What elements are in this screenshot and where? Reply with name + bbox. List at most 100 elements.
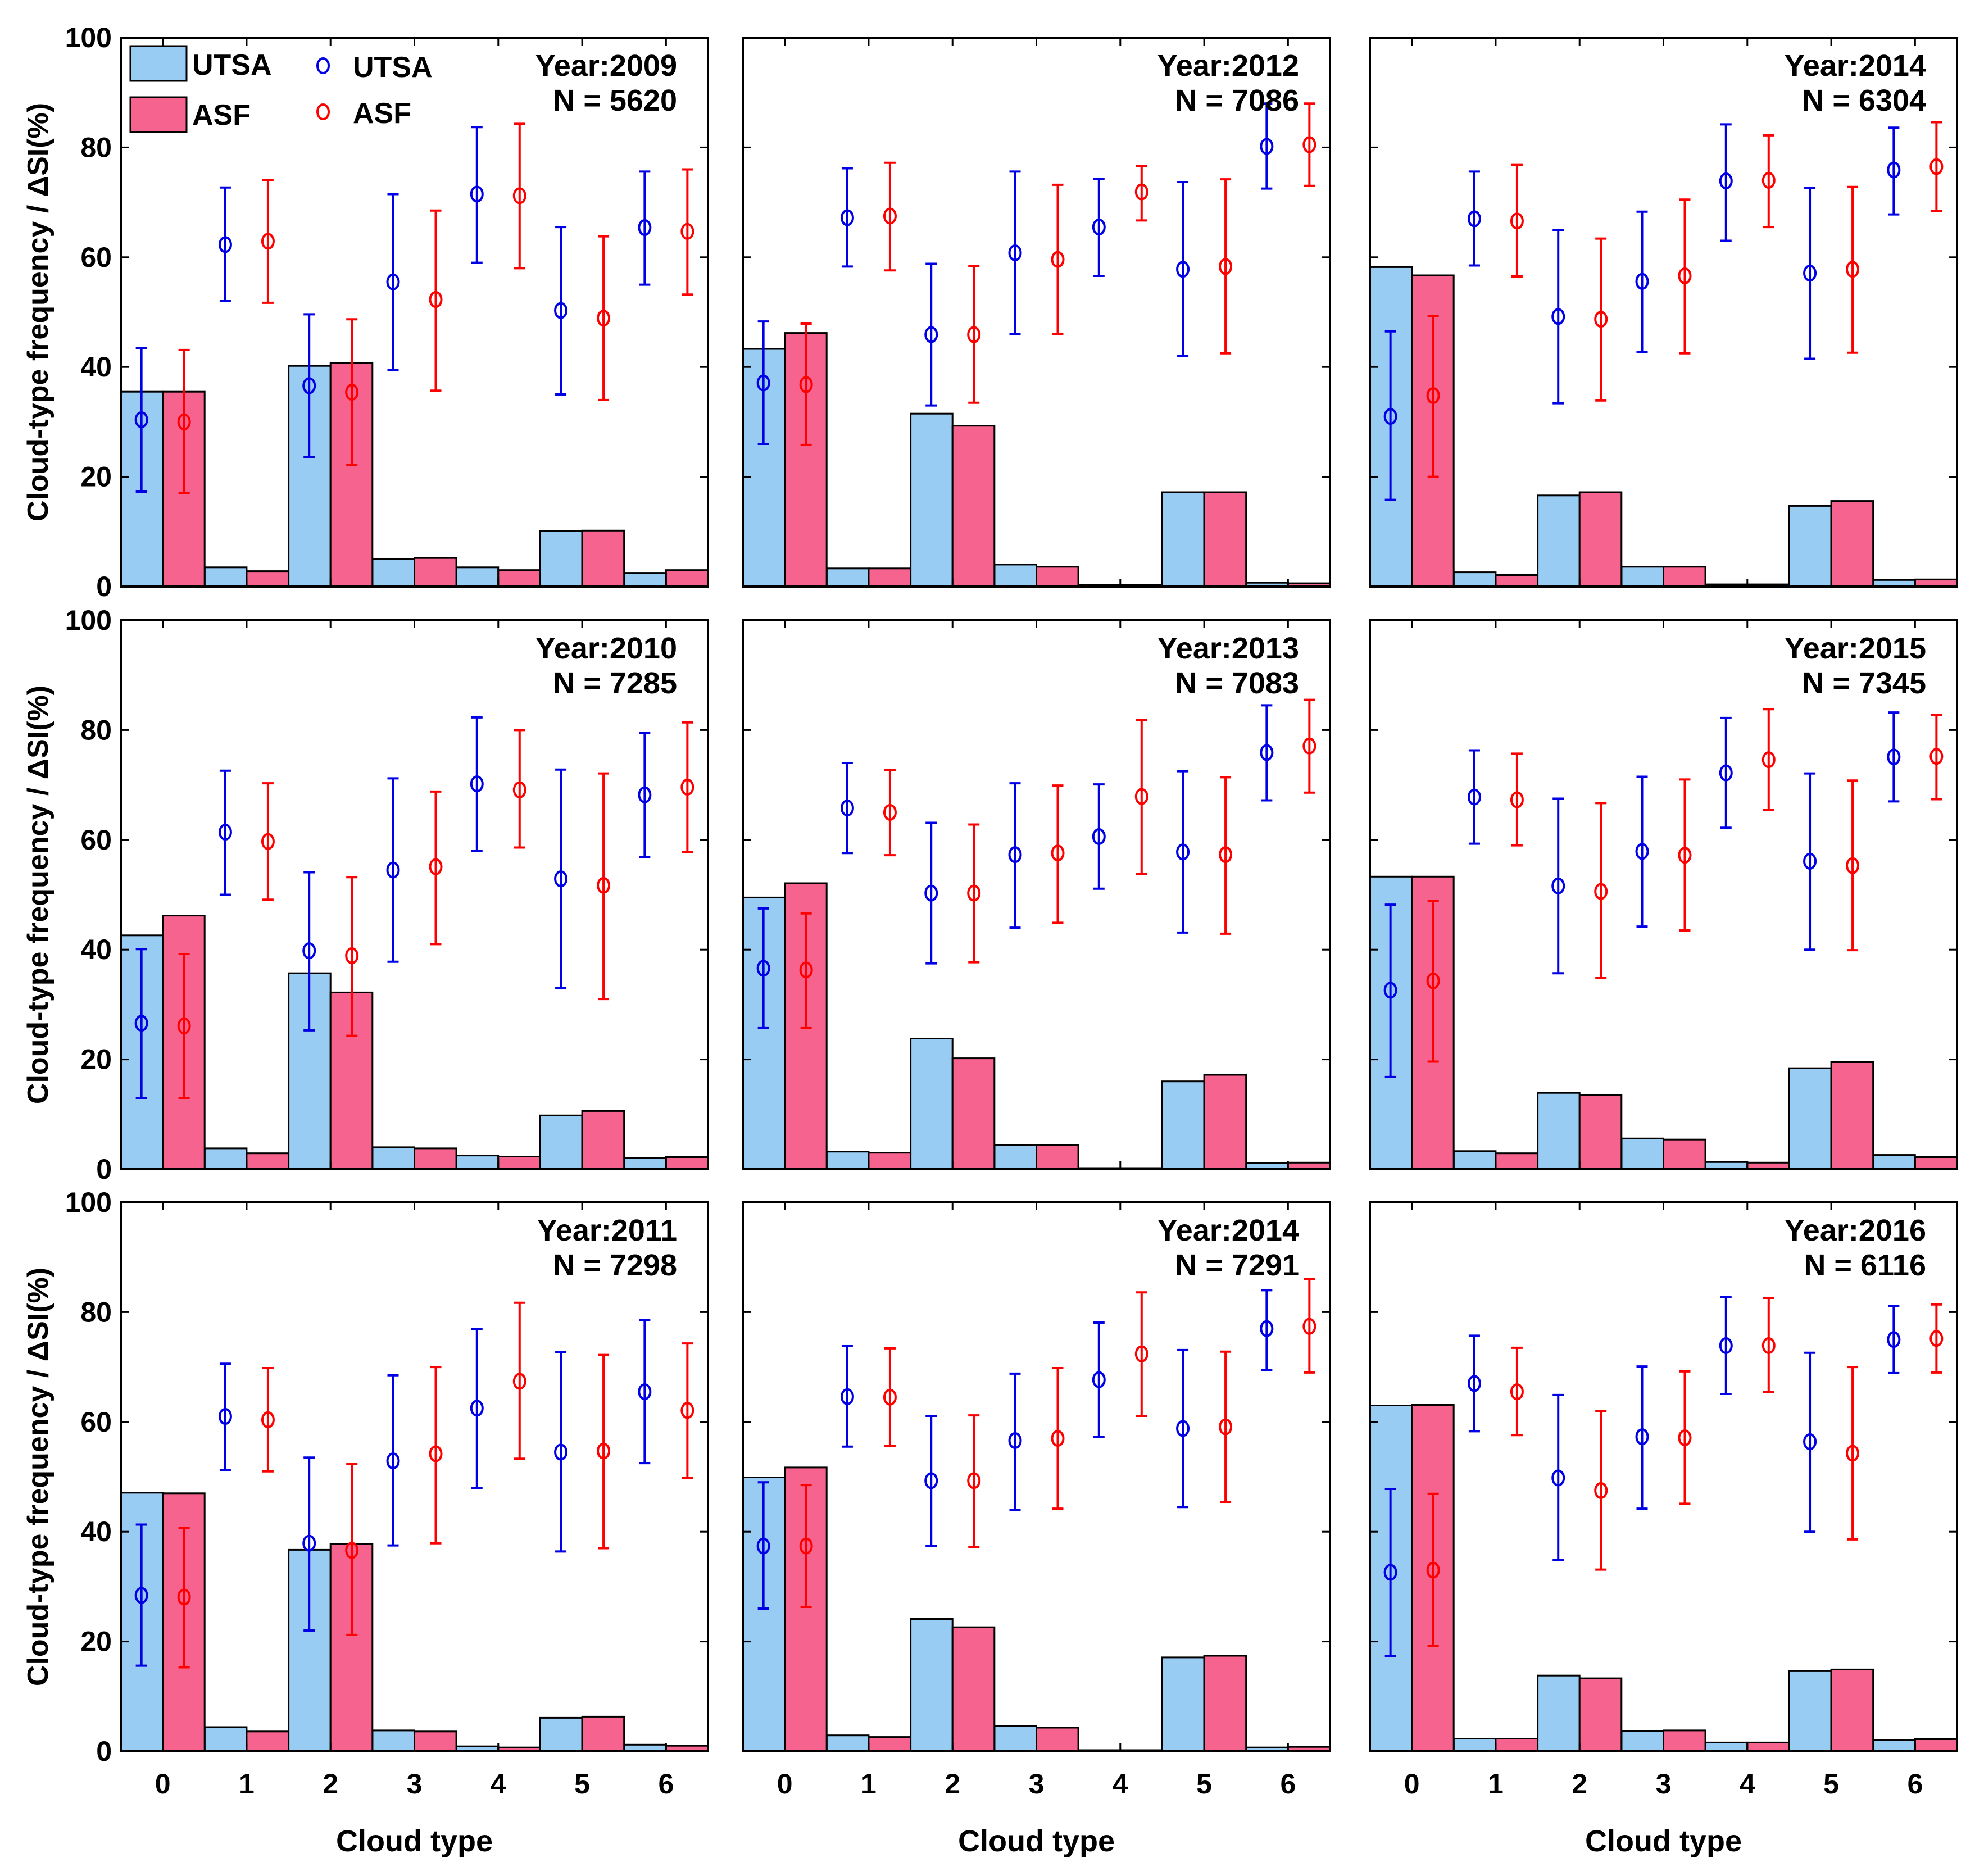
- errorbar-utsa-type-0: [134, 948, 148, 1099]
- marker-utsa-type-0: [1383, 408, 1397, 425]
- ytick-label: 60: [80, 1406, 112, 1438]
- errorbar-utsa-type-0: [756, 907, 770, 1029]
- marker-asf-type-2: [967, 884, 981, 902]
- bar-utsa-type-5: [539, 1716, 583, 1752]
- errorbar-utsa-type-0: [756, 320, 770, 445]
- marker-asf-type-2: [967, 1472, 981, 1489]
- ytick-label: 20: [80, 461, 112, 493]
- marker-utsa-type-1: [1467, 1375, 1481, 1392]
- errorbar-asf-type-1: [1510, 1346, 1524, 1437]
- marker-utsa-type-0: [134, 1015, 148, 1032]
- errorbar-utsa-type-5: [1803, 1351, 1817, 1533]
- errorbar-asf-type-6: [680, 1342, 694, 1479]
- marker-asf-type-0: [1426, 972, 1440, 989]
- errorbar-asf-type-0: [799, 1484, 813, 1609]
- errorbar-asf-type-2: [1594, 1410, 1608, 1571]
- errorbar-utsa-type-3: [1008, 170, 1022, 335]
- marker-asf-type-1: [1510, 791, 1524, 808]
- errorbar-asf-type-2: [967, 1414, 981, 1548]
- marker-asf-type-0: [177, 1018, 191, 1035]
- errorbar-utsa-type-5: [554, 768, 568, 989]
- xtick-label: 1: [1488, 1768, 1504, 1800]
- bar-utsa-type-2: [910, 1618, 954, 1752]
- ytick-label: 0: [96, 1153, 112, 1185]
- errorbar-asf-type-4: [512, 1301, 526, 1460]
- xtick-label: 0: [1404, 1768, 1420, 1800]
- marker-utsa-type-1: [218, 236, 232, 253]
- ytick-label: 60: [80, 824, 112, 856]
- ytick-label: 0: [96, 571, 112, 602]
- bar-utsa-type-3: [371, 558, 416, 588]
- marker-utsa-type-1: [218, 824, 232, 841]
- errorbar-asf-type-2: [345, 1463, 359, 1636]
- legend-marker-asf: [316, 103, 330, 120]
- errorbar-utsa-type-6: [638, 170, 652, 286]
- errorbar-asf-type-2: [967, 265, 981, 404]
- marker-asf-type-6: [1929, 158, 1944, 175]
- marker-asf-type-5: [1219, 258, 1233, 275]
- errorbar-asf-type-4: [1134, 719, 1148, 875]
- ytick-label: 80: [80, 1296, 112, 1328]
- errorbar-asf-type-4: [512, 729, 526, 849]
- marker-utsa-type-0: [756, 1537, 770, 1555]
- marker-utsa-type-5: [1176, 843, 1190, 861]
- xtick-label: 4: [1113, 1768, 1128, 1800]
- bar-utsa-type-5: [539, 1114, 583, 1170]
- bar-utsa-type-2: [1537, 1674, 1581, 1752]
- bar-asf-type-4: [497, 1156, 541, 1170]
- xtick-label: 5: [574, 1768, 590, 1800]
- y-axis-label: Cloud-type frequency / ΔSI(%): [22, 1268, 55, 1686]
- marker-utsa-type-6: [1887, 748, 1901, 766]
- marker-asf-type-3: [1051, 1430, 1065, 1447]
- marker-asf-type-4: [512, 187, 526, 205]
- xtick-label: 4: [491, 1768, 506, 1800]
- marker-asf-type-1: [883, 207, 897, 225]
- errorbar-asf-type-3: [1051, 784, 1065, 924]
- xtick-label: 3: [1656, 1768, 1672, 1800]
- bar-asf-type-6: [665, 1156, 709, 1170]
- errorbar-utsa-type-3: [1635, 775, 1649, 928]
- bar-asf-type-1: [868, 1736, 912, 1752]
- xtick-label: 1: [239, 1768, 255, 1800]
- year-label: Year:2014: [1157, 1214, 1299, 1247]
- errorbar-asf-type-4: [1134, 165, 1148, 222]
- marker-asf-type-1: [1510, 212, 1524, 230]
- bar-utsa-type-3: [993, 1144, 1038, 1170]
- marker-asf-type-4: [512, 1373, 526, 1390]
- year-label: Year:2010: [535, 632, 677, 665]
- errorbar-utsa-type-4: [1092, 1321, 1106, 1438]
- marker-utsa-type-1: [840, 800, 854, 817]
- marker-asf-type-5: [1219, 1418, 1233, 1436]
- year-label: Year:2015: [1785, 632, 1926, 665]
- marker-asf-type-2: [1594, 1482, 1608, 1499]
- marker-utsa-type-2: [302, 1534, 316, 1552]
- marker-asf-type-6: [1302, 136, 1316, 153]
- errorbar-asf-type-1: [261, 1367, 275, 1473]
- marker-utsa-type-4: [1719, 172, 1733, 189]
- marker-asf-type-2: [345, 384, 359, 401]
- ytick-label: 80: [80, 714, 112, 746]
- marker-utsa-type-4: [470, 775, 484, 793]
- bar-asf-type-1: [1495, 1738, 1538, 1752]
- x-axis-label: Cloud type: [1585, 1824, 1742, 1858]
- errorbar-asf-type-1: [1510, 163, 1524, 278]
- errorbar-utsa-type-5: [554, 226, 568, 396]
- bar-asf-type-3: [1036, 566, 1079, 588]
- bar-utsa-type-2: [1537, 1092, 1581, 1170]
- errorbar-asf-type-1: [883, 161, 897, 272]
- marker-utsa-type-1: [1467, 210, 1481, 228]
- marker-utsa-type-5: [1176, 261, 1190, 278]
- marker-utsa-type-6: [638, 219, 652, 237]
- xtick-label: 3: [407, 1768, 423, 1800]
- marker-asf-type-4: [1761, 751, 1776, 769]
- bar-utsa-type-6: [1872, 1154, 1916, 1170]
- marker-utsa-type-6: [1260, 138, 1274, 155]
- marker-asf-type-0: [177, 413, 191, 430]
- errorbar-utsa-type-2: [302, 1456, 316, 1632]
- xtick-label: 2: [945, 1768, 960, 1800]
- marker-utsa-type-3: [386, 1452, 400, 1470]
- errorbar-utsa-type-5: [1803, 772, 1817, 951]
- marker-asf-type-4: [1134, 788, 1148, 805]
- ytick-label: 100: [65, 1187, 112, 1218]
